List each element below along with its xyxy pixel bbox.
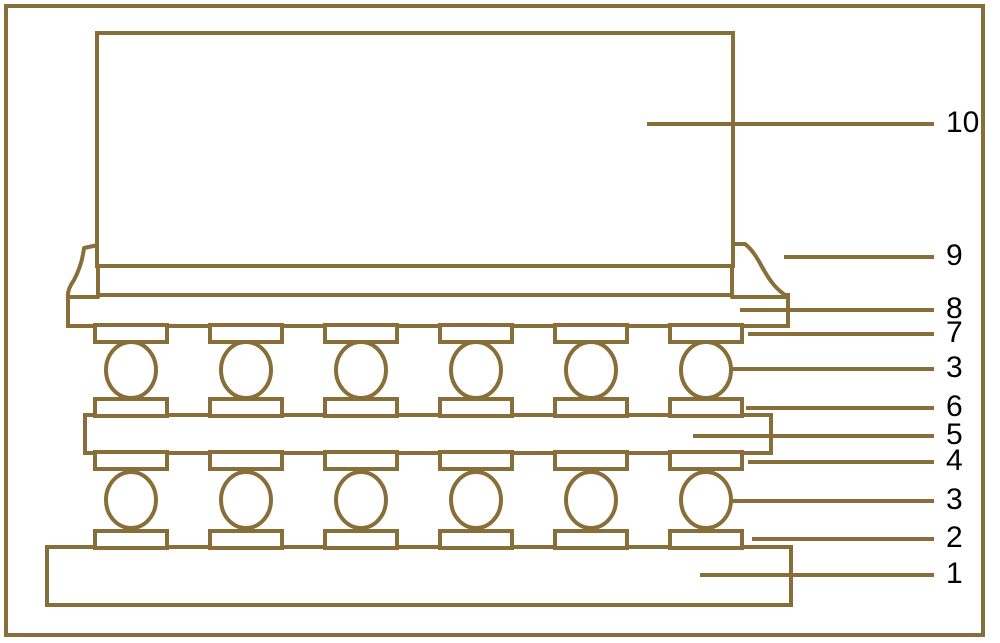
upper-slab <box>68 295 788 326</box>
pad-middle-top <box>670 399 742 416</box>
pad-upper-bottom <box>555 325 627 342</box>
bump-lower <box>106 472 156 528</box>
pad-upper-bottom <box>95 325 167 342</box>
pad-middle-top <box>210 399 282 416</box>
pad-upper-bottom <box>440 325 512 342</box>
pad-middle-bottom <box>210 452 282 469</box>
base-slab <box>47 547 791 605</box>
pad-base-top <box>670 531 742 548</box>
callout-label: 10 <box>946 106 979 139</box>
bump-upper <box>681 342 731 398</box>
bump-upper <box>451 342 501 398</box>
top-block <box>97 33 733 266</box>
callout-label: 4 <box>946 444 963 477</box>
callout-label: 9 <box>946 239 963 272</box>
bump-lower <box>221 472 271 528</box>
bump-lower <box>336 472 386 528</box>
callout-label: 3 <box>946 483 963 516</box>
pad-middle-bottom <box>440 452 512 469</box>
bump-upper <box>221 342 271 398</box>
pad-base-top <box>325 531 397 548</box>
pad-middle-bottom <box>325 452 397 469</box>
pad-base-top <box>95 531 167 548</box>
bump-lower <box>681 472 731 528</box>
pad-middle-top <box>440 399 512 416</box>
bump-lower <box>566 472 616 528</box>
bump-upper <box>566 342 616 398</box>
pad-middle-top <box>555 399 627 416</box>
pad-middle-bottom <box>555 452 627 469</box>
pad-upper-bottom <box>670 325 742 342</box>
pad-base-top <box>555 531 627 548</box>
pad-middle-top <box>95 399 167 416</box>
callout-label: 7 <box>946 316 963 349</box>
pad-upper-bottom <box>325 325 397 342</box>
middle-slab <box>85 415 771 453</box>
pad-middle-bottom <box>95 452 167 469</box>
pad-middle-bottom <box>670 452 742 469</box>
callout-label: 2 <box>946 521 963 554</box>
pad-upper-bottom <box>210 325 282 342</box>
bump-lower <box>451 472 501 528</box>
pad-base-top <box>210 531 282 548</box>
bump-upper <box>336 342 386 398</box>
callout-label: 3 <box>946 351 963 384</box>
pad-middle-top <box>325 399 397 416</box>
pad-base-top <box>440 531 512 548</box>
bump-upper <box>106 342 156 398</box>
callout-label: 1 <box>946 557 963 590</box>
